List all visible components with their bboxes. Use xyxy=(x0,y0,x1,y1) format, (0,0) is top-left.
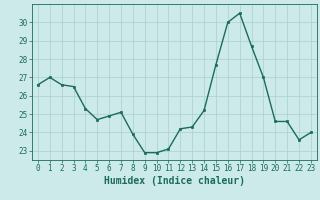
X-axis label: Humidex (Indice chaleur): Humidex (Indice chaleur) xyxy=(104,176,245,186)
